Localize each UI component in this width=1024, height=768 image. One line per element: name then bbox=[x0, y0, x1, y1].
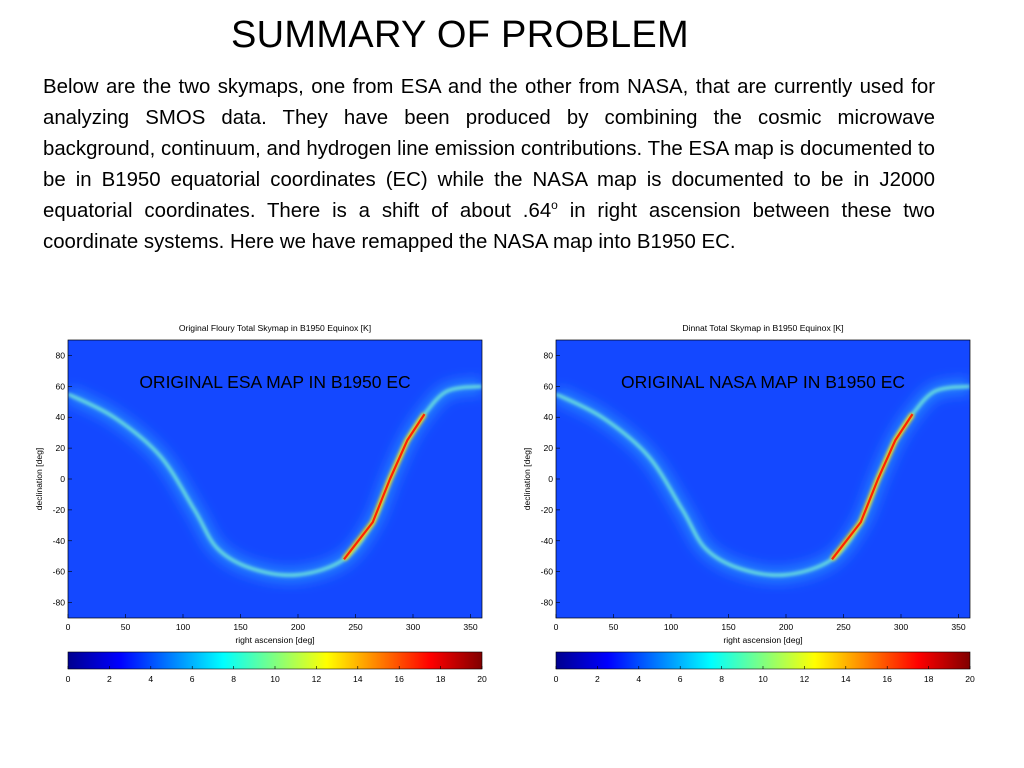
colorbar-tick-label: 4 bbox=[636, 674, 641, 684]
x-tick-label: 350 bbox=[463, 622, 478, 632]
colorbar-tick-label: 6 bbox=[678, 674, 683, 684]
y-tick-label: 40 bbox=[55, 412, 65, 422]
colorbar-tick-label: 10 bbox=[270, 674, 280, 684]
x-tick-label: 300 bbox=[894, 622, 909, 632]
x-tick-label: 100 bbox=[176, 622, 191, 632]
colorbar-tick-label: 14 bbox=[353, 674, 363, 684]
nasa-skymap-panel: Dinnat Total Skymap in B1950 Equinox [K]… bbox=[516, 318, 976, 690]
colorbar-tick-label: 10 bbox=[758, 674, 768, 684]
x-tick-label: 350 bbox=[951, 622, 966, 632]
map-title: Original Floury Total Skymap in B1950 Eq… bbox=[179, 323, 371, 333]
nasa-skymap-chart: Dinnat Total Skymap in B1950 Equinox [K]… bbox=[522, 323, 975, 684]
y-axis-label: declination [deg] bbox=[34, 448, 44, 511]
summary-text-part1: Below are the two skymaps, one from ESA … bbox=[43, 76, 935, 222]
band-hot bbox=[831, 413, 914, 560]
x-tick-label: 100 bbox=[664, 622, 679, 632]
colorbar-tick-label: 20 bbox=[965, 674, 975, 684]
x-tick-label: 50 bbox=[609, 622, 619, 632]
y-tick-label: 20 bbox=[55, 443, 65, 453]
band-hot bbox=[343, 413, 426, 560]
esa-skymap-panel: Original Floury Total Skymap in B1950 Eq… bbox=[28, 318, 488, 690]
x-tick-label: 0 bbox=[66, 622, 71, 632]
y-tick-label: 60 bbox=[55, 381, 65, 391]
colorbar-tick-label: 6 bbox=[190, 674, 195, 684]
colorbar-tick-label: 18 bbox=[924, 674, 934, 684]
colorbar-tick-label: 8 bbox=[719, 674, 724, 684]
y-tick-label: -80 bbox=[53, 598, 66, 608]
x-axis-label: right ascension [deg] bbox=[235, 635, 314, 645]
x-tick-label: 300 bbox=[406, 622, 421, 632]
esa-skymap-chart: Original Floury Total Skymap in B1950 Eq… bbox=[34, 323, 487, 684]
y-tick-label: 80 bbox=[543, 350, 553, 360]
colorbar-tick-label: 16 bbox=[882, 674, 892, 684]
colorbar-tick-label: 12 bbox=[800, 674, 810, 684]
overlay-label: ORIGINAL ESA MAP IN B1950 EC bbox=[139, 372, 410, 392]
y-tick-label: -60 bbox=[541, 567, 554, 577]
colorbar-tick-label: 18 bbox=[436, 674, 446, 684]
y-axis-label: declination [deg] bbox=[522, 448, 532, 511]
x-axis-label: right ascension [deg] bbox=[723, 635, 802, 645]
colorbar-tick-label: 0 bbox=[66, 674, 71, 684]
colorbar-tick-label: 16 bbox=[394, 674, 404, 684]
colorbar-tick-label: 0 bbox=[554, 674, 559, 684]
y-tick-label: -60 bbox=[53, 567, 66, 577]
y-tick-label: -20 bbox=[53, 505, 66, 515]
map-title: Dinnat Total Skymap in B1950 Equinox [K] bbox=[682, 323, 843, 333]
y-tick-label: -20 bbox=[541, 505, 554, 515]
y-tick-label: 0 bbox=[548, 474, 553, 484]
colorbar-tick-label: 12 bbox=[312, 674, 322, 684]
x-tick-label: 250 bbox=[836, 622, 851, 632]
summary-paragraph: Below are the two skymaps, one from ESA … bbox=[43, 72, 935, 258]
y-tick-label: 80 bbox=[55, 350, 65, 360]
slide-title: SUMMARY OF PROBLEM bbox=[231, 14, 689, 56]
colorbar-tick-label: 8 bbox=[231, 674, 236, 684]
degree-superscript: o bbox=[551, 198, 558, 213]
y-tick-label: 60 bbox=[543, 381, 553, 391]
galactic-band bbox=[556, 378, 970, 584]
y-tick-label: 20 bbox=[543, 443, 553, 453]
colorbar-tick-label: 2 bbox=[107, 674, 112, 684]
y-tick-label: -40 bbox=[53, 536, 66, 546]
y-tick-label: -40 bbox=[541, 536, 554, 546]
x-tick-label: 150 bbox=[233, 622, 248, 632]
overlay-label: ORIGINAL NASA MAP IN B1950 EC bbox=[621, 372, 905, 392]
colorbar-tick-label: 2 bbox=[595, 674, 600, 684]
x-tick-label: 50 bbox=[121, 622, 131, 632]
y-tick-label: 40 bbox=[543, 412, 553, 422]
colorbar-tick-label: 14 bbox=[841, 674, 851, 684]
x-tick-label: 150 bbox=[721, 622, 736, 632]
x-tick-label: 200 bbox=[779, 622, 794, 632]
colorbar-tick-label: 20 bbox=[477, 674, 487, 684]
galactic-band bbox=[68, 378, 482, 584]
summary-text-part2: in right ascension between these two coo… bbox=[43, 200, 935, 253]
x-tick-label: 200 bbox=[291, 622, 306, 632]
x-tick-label: 0 bbox=[554, 622, 559, 632]
x-tick-label: 250 bbox=[348, 622, 363, 632]
colorbar-tick-label: 4 bbox=[148, 674, 153, 684]
y-tick-label: 0 bbox=[60, 474, 65, 484]
y-tick-label: -80 bbox=[541, 598, 554, 608]
